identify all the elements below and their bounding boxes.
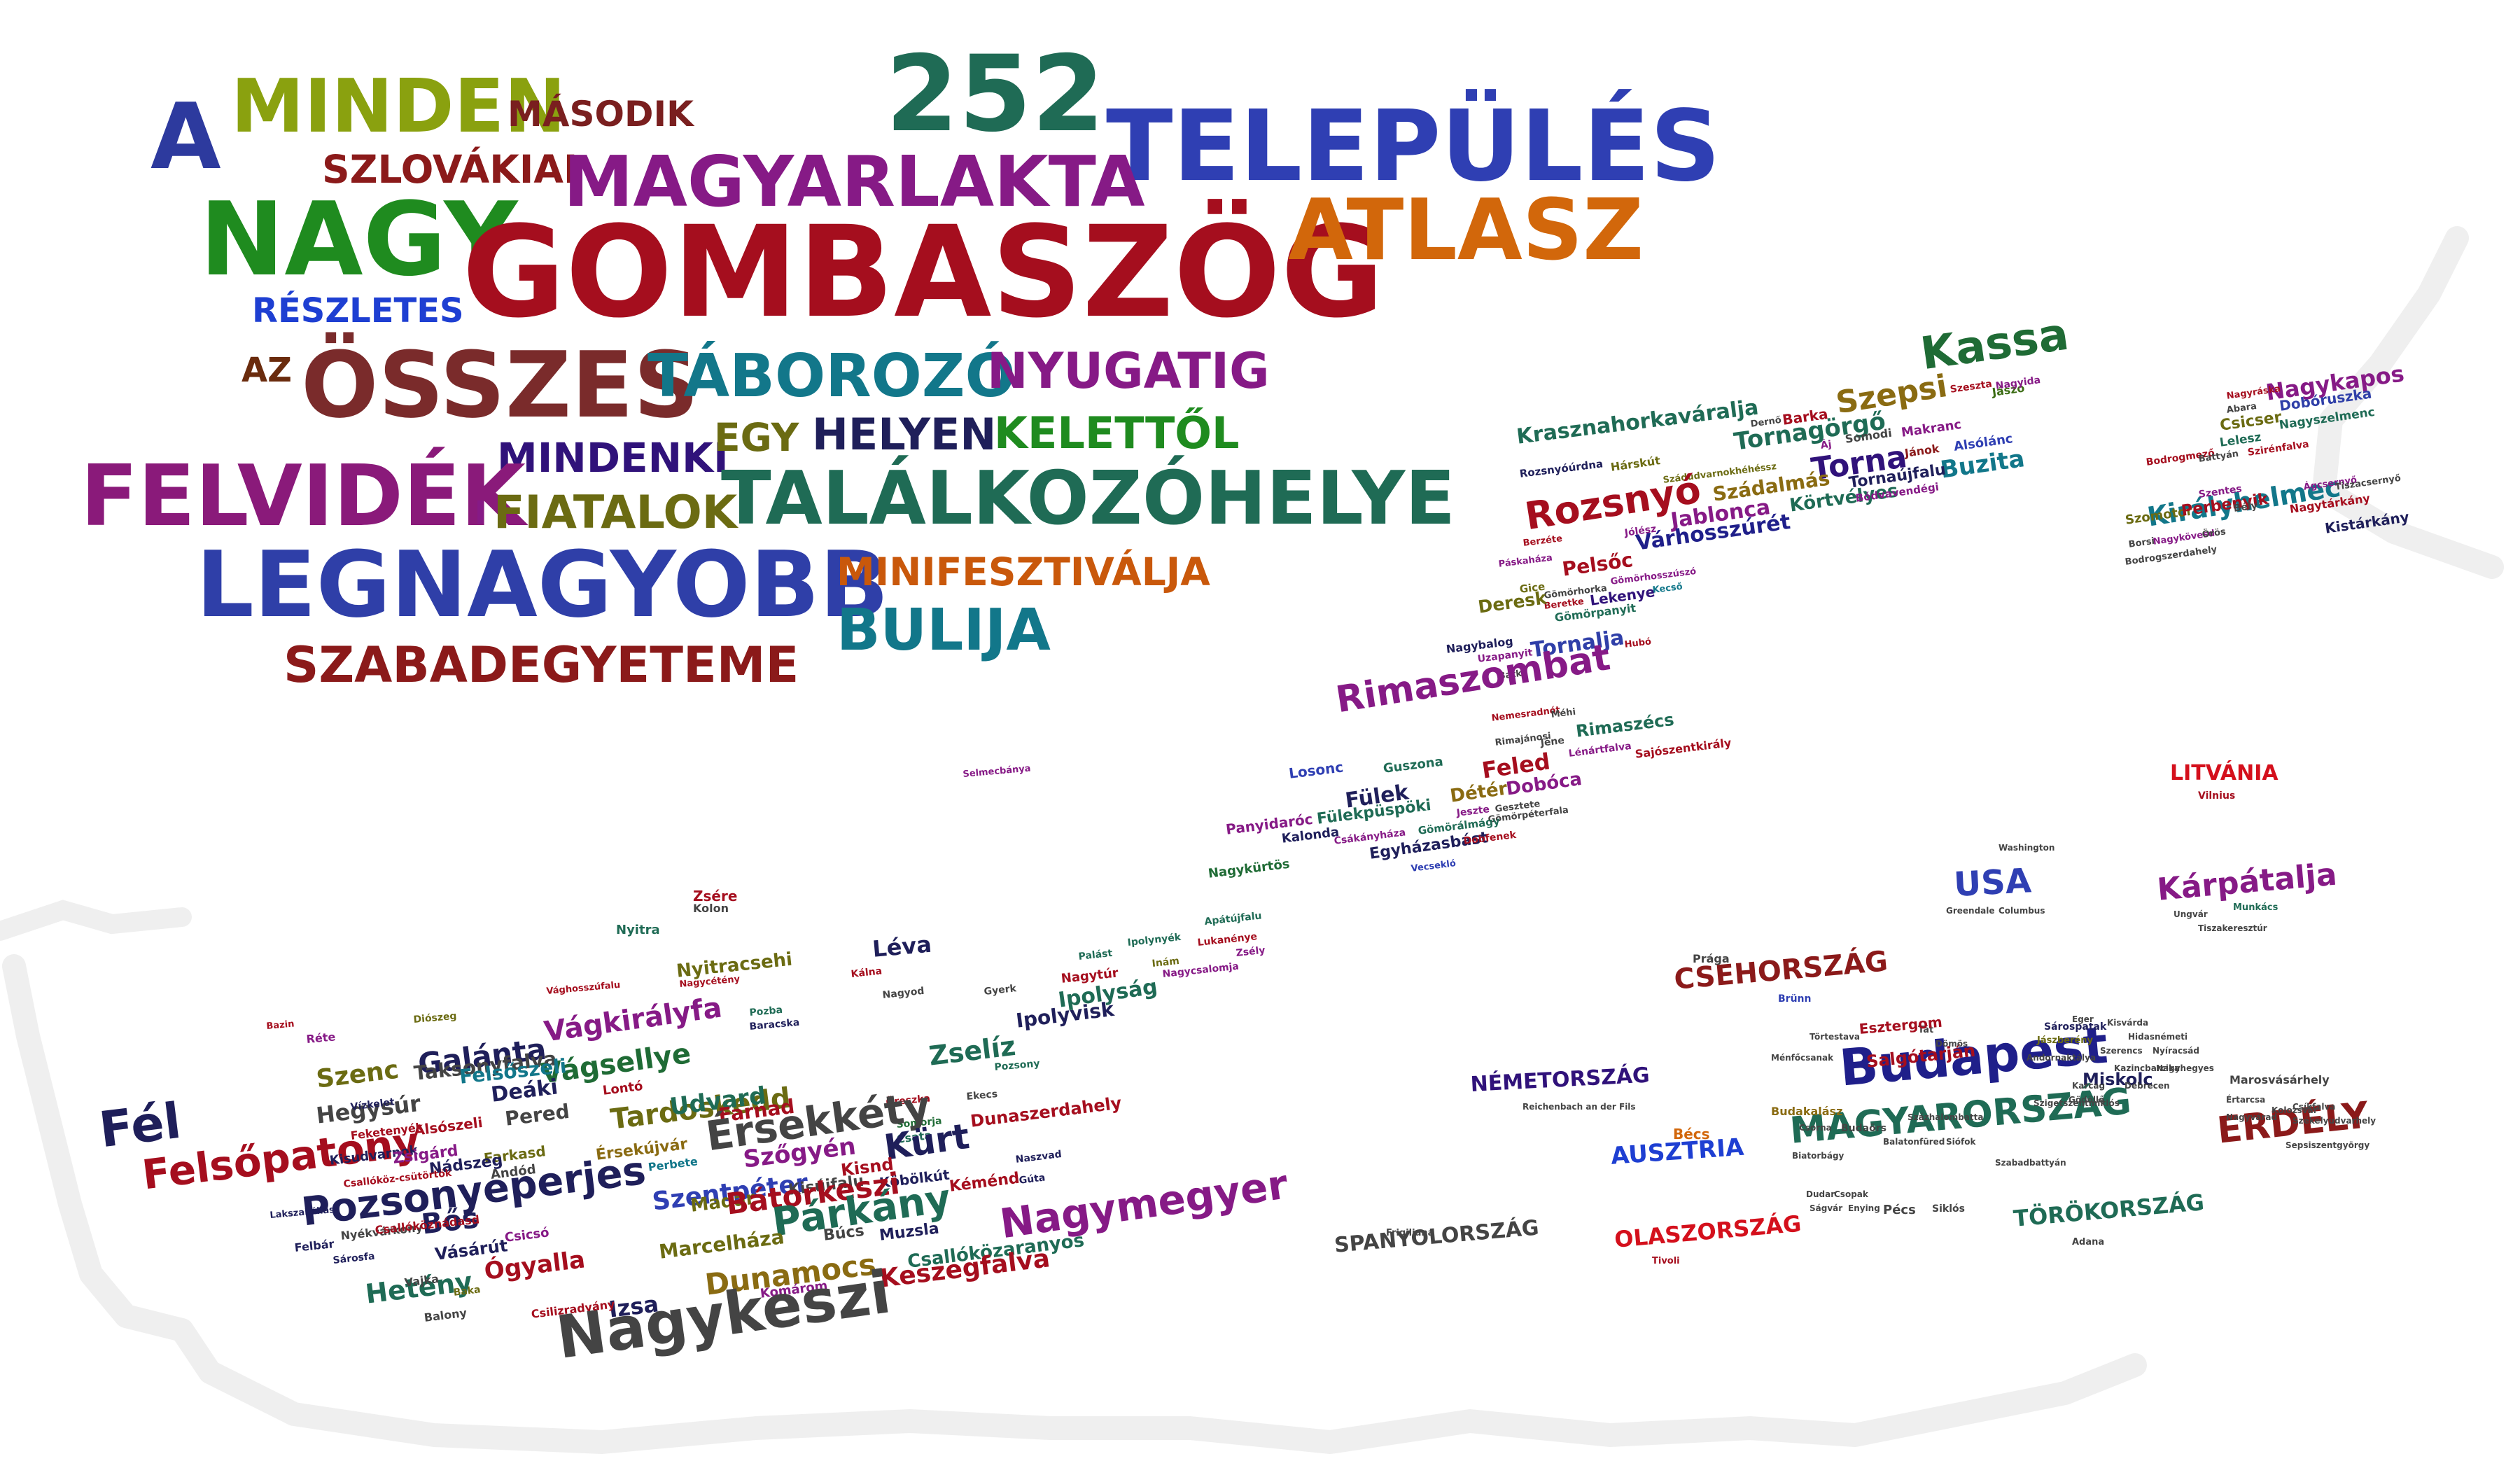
word-budaors: Budaörs (1841, 1123, 1886, 1134)
word-pecs: Pécs (1883, 1203, 1916, 1217)
word-sagvar: Ságvár (1809, 1203, 1843, 1213)
word-gombaszog: GOMBASZÖG (462, 200, 1385, 346)
word-mindenki: MINDENKI (497, 434, 729, 482)
word-jene: Jéne (1539, 734, 1565, 749)
word-tivoli: Tivoli (1652, 1256, 1680, 1266)
word-ertarcsa: Értarcsa (2226, 1095, 2266, 1105)
word-ungvar: Ungvár (2174, 909, 2208, 919)
word-enying: Enying (1848, 1203, 1880, 1213)
word-zsere: Zsére (693, 888, 738, 904)
word-talalkozohelye: TALÁLKOZÓHELYE (721, 456, 1456, 541)
word-praga: Prága (1693, 952, 1730, 965)
word-az: AZ (241, 351, 292, 390)
word-debrecen: Debrecen (2124, 1081, 2170, 1091)
word-dudar: Dudar (1806, 1189, 1835, 1199)
word-pozba: Pozba (748, 1004, 783, 1019)
word-szekelyudvarhely: Székelyudvarhely (2292, 1116, 2376, 1126)
word-bazin: Bazin (265, 1019, 295, 1032)
word-leva: Léva (871, 930, 933, 963)
word-sepsiszentgyorgy: Sepsiszentgyörgy (2286, 1140, 2370, 1150)
word-egy: EGY (714, 415, 799, 460)
word-frigiliana: Frigiliana (1386, 1228, 1434, 1238)
word-domos: Dömös (1935, 1039, 1968, 1049)
word-a: A (150, 83, 221, 190)
word-magyarlakta: MAGYARLAKTA (564, 141, 1145, 223)
word-kolon: Kolon (693, 902, 729, 915)
word-andornaktalya: Andornaktálya (2026, 1053, 2096, 1063)
word-godollo: Gödöllő (2068, 1095, 2105, 1105)
word-washington: Washington (1998, 843, 2055, 853)
word-tortestava: Törtestava (1809, 1032, 1860, 1042)
word-kolozsvar: Kolozsvár (2272, 1105, 2318, 1115)
word-columbus: Columbus (1998, 906, 2045, 916)
word-siklos: Siklós (1932, 1203, 1965, 1215)
word-litvania: LITVÁNIA (2170, 761, 2278, 785)
word-taborozo: TÁBOROZÓ (648, 342, 1016, 411)
word-rete: Réte (305, 1030, 336, 1046)
word-nagyvarad: Nagyvárad (2226, 1112, 2278, 1122)
word-jaszbereny: Jászberény (2037, 1035, 2093, 1046)
word-szazhalombatta: Százhalombatta (1907, 1112, 1984, 1122)
word-siofok: Siófok (1946, 1137, 1976, 1147)
word-bulija: BULIJA (836, 597, 1051, 664)
word-usa: USA (1952, 861, 2033, 904)
word-reszletes: RÉSZLETES (252, 291, 464, 330)
word-tat: Tát (1918, 1025, 1934, 1035)
word-helyen: HELYEN (812, 409, 997, 460)
word-nagy: NAGY (200, 181, 518, 299)
word-szerencs: Szerencs (2100, 1046, 2143, 1056)
word-szabadegyeteme: SZABADEGYETEME (284, 636, 799, 694)
word-legnagyobb: LEGNAGYOBB (196, 531, 889, 638)
word-nyitra: Nyitra (616, 923, 660, 937)
word-szigetszentmiklos: Szigetszentmiklós (2033, 1098, 2120, 1108)
word-nyiracsad: Nyíracsád (2152, 1046, 2199, 1056)
word-zsely: Zsély (1235, 944, 1266, 959)
word-i: I (475, 494, 486, 531)
word-fel: Fél (96, 1091, 184, 1159)
word-menfocsanak: Ménfőcsanak (1771, 1053, 1834, 1063)
word-masodik: MÁSODIK (507, 94, 694, 134)
word-becs: Bécs (1673, 1126, 1710, 1142)
word-minifesztivalja: MINIFESZTIVÁLJA (836, 550, 1210, 594)
word-marosvasarhely: Marosvásárhely (2230, 1073, 2330, 1086)
word-vilnius: Vilnius (2198, 790, 2236, 802)
word-fiatalok: FIATALOK (493, 487, 738, 539)
word-tiszakeresztur: Tiszakeresztúr (2198, 923, 2267, 933)
word-szlovakiai: SZLOVÁKIAI (322, 147, 578, 192)
word-eger: Eger (2072, 1014, 2094, 1024)
word-minden: MINDEN (231, 64, 566, 149)
word-csikfalva: Csíkfalva (2292, 1102, 2336, 1112)
word-252: 252 (886, 34, 1105, 155)
word-sarospatak: Sárospatak (2044, 1021, 2107, 1033)
word-greendale: Greendale (1946, 906, 1995, 916)
word-felvidek: FELVIDÉK (80, 448, 526, 545)
word-hidasnemeti: Hidasnémeti (2128, 1032, 2188, 1042)
word-kazincbarcika: Kazincbarcika (2114, 1063, 2180, 1073)
word-munkacs: Munkács (2233, 902, 2278, 913)
word-miskolc: Miskolc (2082, 1070, 2153, 1089)
word-atlasz: ATLASZ (1288, 182, 1644, 279)
word-csorna: Csorna (1799, 1123, 1832, 1133)
word-reichenbach-an-der-fils: Reichenbach an der Fils (1522, 1102, 1636, 1112)
word-brunn: Brünn (1778, 993, 1812, 1005)
word-nagyhegyes: Nagyhegyes (2156, 1063, 2214, 1073)
word-telepules: TELEPÜLÉS (1106, 90, 1721, 204)
word-adana: Adana (2072, 1237, 2105, 1247)
word-osszes: ÖSSZES (301, 332, 699, 438)
word-balatonfured: Balatonfüred (1883, 1137, 1945, 1147)
word-ekecs: Ekecs (965, 1089, 998, 1103)
word-kelettol: KELETTŐL (994, 407, 1240, 459)
word-biatorbagy: Biatorbágy (1792, 1151, 1844, 1161)
word-nyugatig: NYUGATIG (987, 342, 1270, 400)
word-budakalasz: Budakalász (1771, 1105, 1843, 1118)
word-csopak: Csopak (1834, 1189, 1868, 1199)
word-kisvarda: Kisvárda (2107, 1018, 2149, 1028)
word-szabadbattyan: Szabadbattyán (1995, 1158, 2066, 1168)
word-karcag: Karcag (2072, 1081, 2106, 1091)
